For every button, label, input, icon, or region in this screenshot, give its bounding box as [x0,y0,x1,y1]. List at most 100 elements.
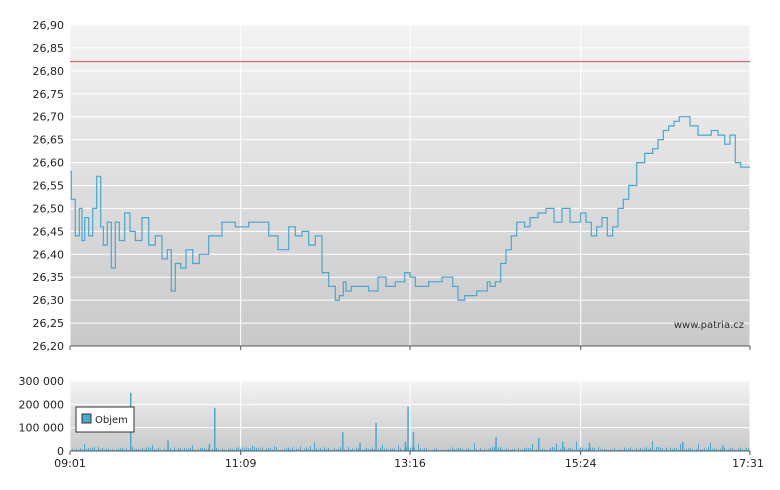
volume-bar [464,449,465,451]
volume-bar [340,447,341,451]
volume-bar [604,449,605,451]
volume-bar [118,448,119,451]
volume-bar [714,448,715,451]
volume-bar [710,442,711,451]
volume-bar [350,449,351,451]
volume-bar [222,448,223,451]
volume-bar [412,447,413,451]
volume-bar [572,449,573,451]
volume-bar [74,449,75,451]
volume-bar [116,449,117,451]
volume-bar [200,447,201,451]
volume-bar [208,444,211,451]
volume-bar [488,448,489,451]
volume-bar [388,449,389,451]
volume-bar [716,448,717,451]
volume-bar [338,449,339,451]
volume-bar [252,445,253,451]
volume-bar [82,449,83,451]
volume-bar [518,448,519,451]
volume-bar [374,449,375,451]
volume-bar [430,449,431,451]
volume-bar [254,447,255,451]
volume-bar [320,447,321,451]
volume-bar [92,447,93,451]
volume-bar [286,448,287,451]
volume-bar [336,449,337,451]
volume-bar [368,448,369,451]
volume-bar [238,447,239,451]
volume-bar [134,448,135,451]
volume-bar [94,447,95,451]
volume-bar [626,448,627,451]
volume-bar [594,448,595,451]
volume-bar [620,449,621,451]
volume-bar [564,447,565,451]
volume-bar [600,448,601,451]
volume-bar [174,447,175,451]
price-y-tick-label: 26,25 [33,317,65,330]
volume-bar [274,446,275,451]
volume-bar [282,449,283,451]
price-gridlines [69,24,751,347]
volume-legend: Objem [75,406,135,433]
volume-bar [542,448,543,451]
x-tick-label: 15:24 [565,457,597,470]
volume-bar [530,447,531,451]
volume-bar [296,448,297,451]
volume-bar [366,447,367,451]
volume-bar [236,448,237,451]
volume-bar [610,449,611,451]
volume-y-tick-label: 100 000 [19,422,65,435]
volume-bar [578,449,579,451]
volume-bar [310,446,311,451]
volume-bar [558,449,559,451]
volume-bar [308,448,309,451]
volume-bar [120,448,121,451]
volume-bar [390,448,391,451]
volume-bar [244,448,245,451]
volume-bar [448,449,449,451]
volume-bar [538,438,540,451]
x-tick-label: 17:31 [732,457,764,470]
volume-bar [140,449,141,451]
volume-bar [686,448,687,451]
volume-bar [208,448,209,451]
volume-bar [474,443,475,451]
volume-bar [546,449,547,451]
volume-bar [76,448,77,451]
volume-bar [734,449,735,451]
volume-bar [700,449,701,451]
price-panel: 26,20 26,25 26,30 26,35 26,40 26,45 26,50 26,55… [33,19,751,353]
volume-bar [344,449,345,451]
volume-bar [386,448,387,451]
volume-bar [462,448,463,451]
volume-bar [566,449,567,451]
volume-bar [690,447,691,451]
volume-bar [694,449,695,451]
volume-bar [420,448,421,451]
volume-bar [556,443,557,451]
volume-bar [660,447,661,451]
volume-bar [300,446,301,451]
volume-bar [708,447,709,451]
price-y-tick-label: 26,70 [33,111,65,124]
volume-bar [730,448,731,451]
volume-bar [316,448,317,451]
volume-bar [570,447,571,451]
volume-bar [746,448,747,451]
volume-bar [90,448,91,451]
volume-bar [436,448,437,451]
volume-bar [262,447,263,451]
volume-bar [108,448,109,451]
volume-bar [364,449,365,451]
volume-bar [460,448,461,451]
volume-bar [112,449,113,451]
volume-bar [180,448,181,451]
volume-bar [392,448,393,451]
volume-bar [458,447,459,451]
volume-bar [646,447,647,451]
volume-bar [88,448,89,451]
price-y-tick-label: 26,45 [33,225,65,238]
volume-bar [324,447,325,451]
